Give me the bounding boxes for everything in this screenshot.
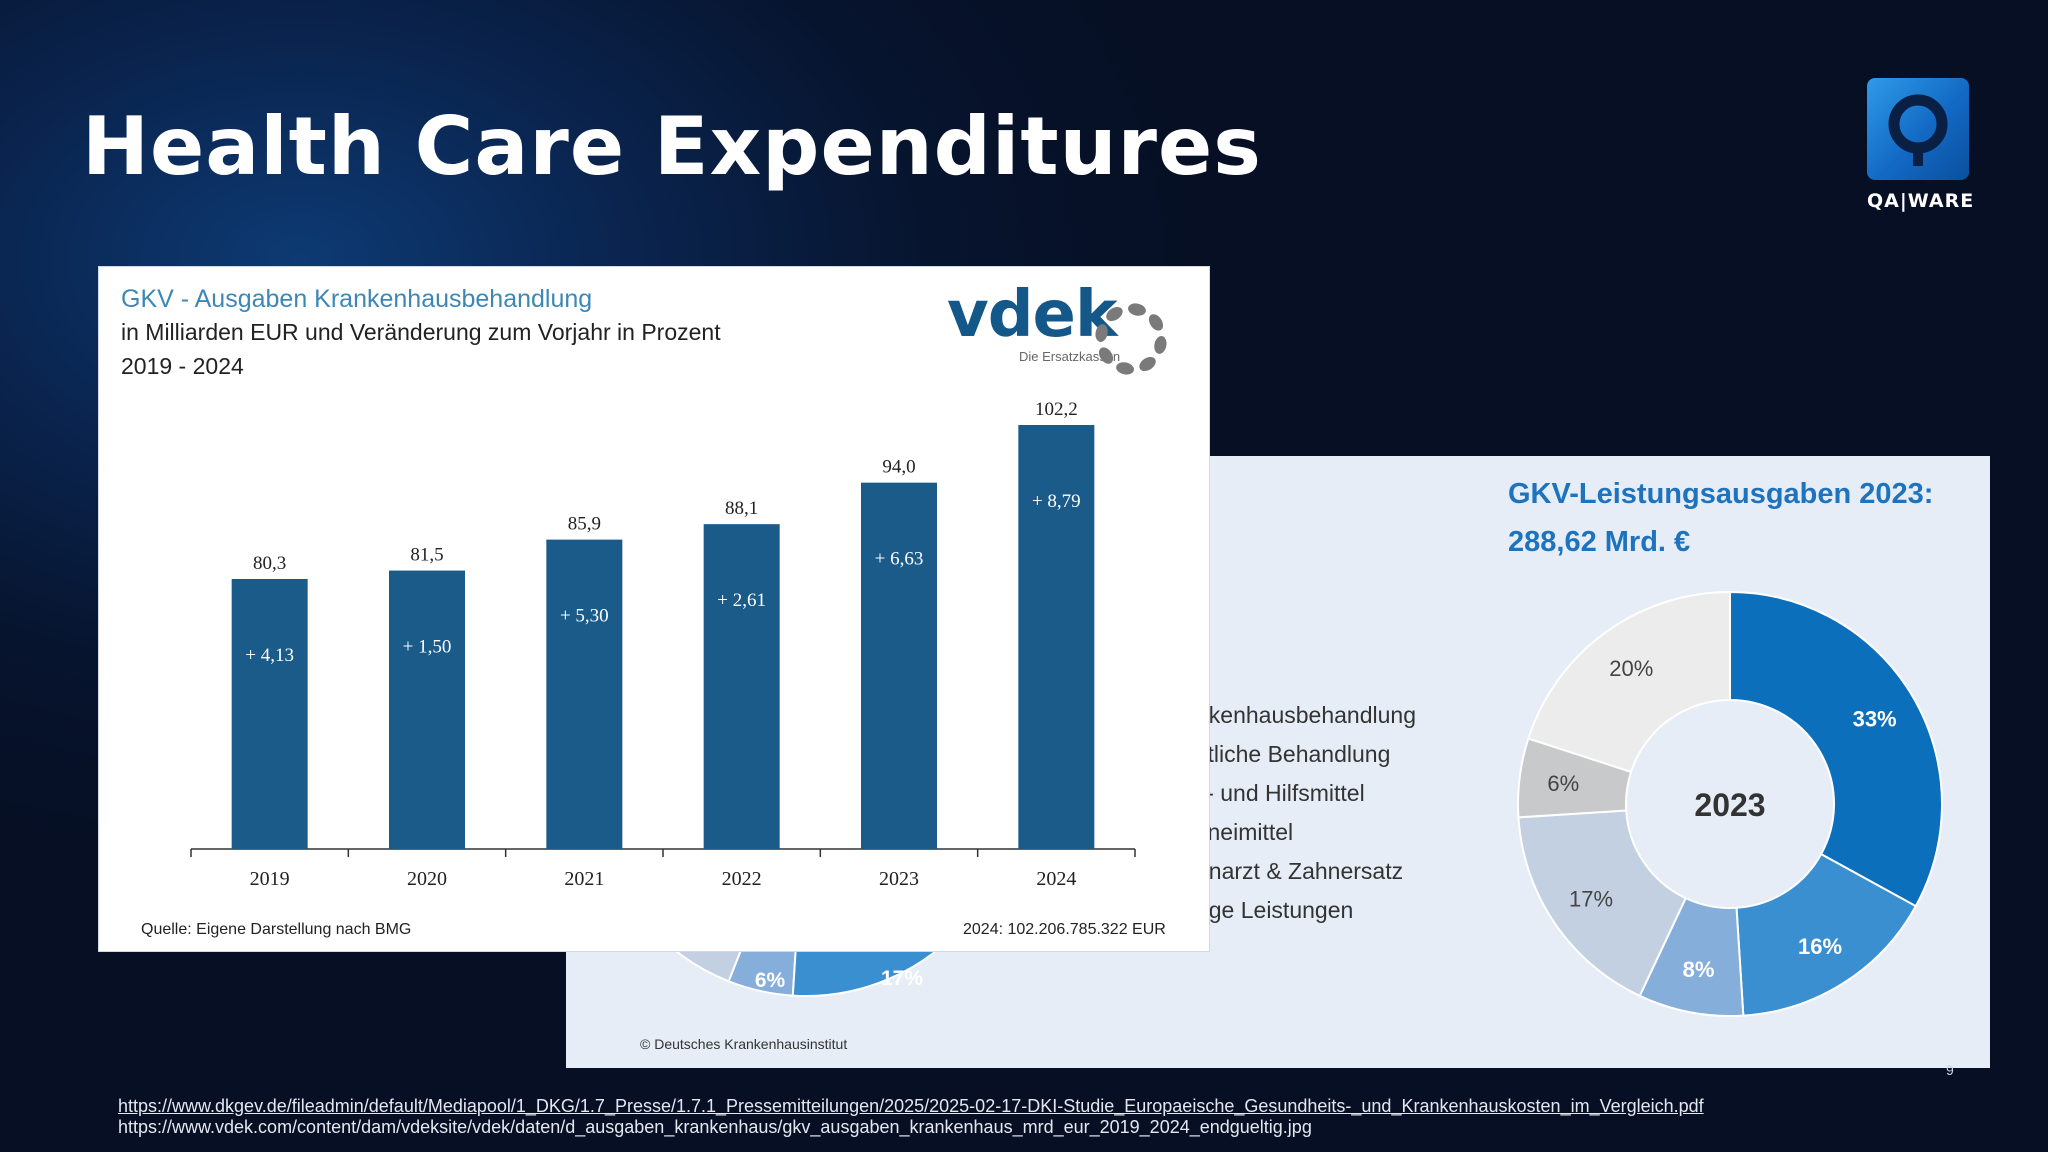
bar-change-label: + 2,61 xyxy=(717,590,766,611)
vdek-ring-segment xyxy=(1139,356,1156,372)
donut-slice xyxy=(1735,852,1918,1017)
legend-item: nkenhausbehandlung xyxy=(1196,702,1416,728)
bar-chart-image: 80,3 + 4,13 2019 81,5 + 1,50 2020 85,9 + 5,30 20… xyxy=(98,266,1210,952)
bar-change-label: + 4,13 xyxy=(245,645,294,666)
legend-item: ztliche Behandlung xyxy=(1196,741,1391,767)
partial-donut-label: 6% xyxy=(755,969,786,992)
legend-item: rige Leistungen xyxy=(1196,897,1354,923)
vdek-ring-segment xyxy=(1148,314,1164,331)
x-tick-label: 2021 xyxy=(564,868,604,890)
source-link-vdek[interactable]: https://www.vdek.com/content/dam/vdeksit… xyxy=(118,1117,1312,1137)
donut-slice xyxy=(1517,809,1688,998)
slide-title: Health Care Expenditures xyxy=(82,100,1262,193)
bar-value-label: 81,5 xyxy=(410,545,443,566)
bar-chart-source: Quelle: Eigene Darstellung nach BMG xyxy=(141,921,412,938)
vdek-ring-segment xyxy=(1116,362,1134,375)
bar-value-label: 80,3 xyxy=(253,553,286,574)
vdek-wordmark: vdek xyxy=(947,278,1117,352)
vdek-logo: vdek Die Ersatzkassen xyxy=(947,279,1197,375)
source-link-dkgev[interactable]: https://www.dkgev.de/fileadmin/default/M… xyxy=(118,1096,1704,1116)
donut-slice-label: 33% xyxy=(1853,706,1897,731)
vdek-ring-segment xyxy=(1098,347,1114,364)
bar xyxy=(861,482,937,849)
donut-slice-label: 8% xyxy=(1683,957,1715,982)
qaware-logo: QA|WARE xyxy=(1867,78,1975,212)
bar xyxy=(389,570,465,849)
x-tick-label: 2024 xyxy=(1036,868,1076,890)
x-tick-label: 2020 xyxy=(407,868,447,890)
x-tick-label: 2022 xyxy=(722,868,762,890)
donut-copyright: © Deutsches Krankenhausinstitut xyxy=(640,1036,848,1052)
bar-chart: 80,3 + 4,13 2019 81,5 + 1,50 2020 85,9 + 5,30 20… xyxy=(190,399,1136,890)
qaware-logo-text: QA|WARE xyxy=(1867,190,1975,212)
bar xyxy=(546,539,623,849)
donut-legend: nkenhausbehandlung ztliche Behandlung il… xyxy=(1196,696,1416,930)
donut-slice xyxy=(1729,590,1944,908)
vdek-ring-segment xyxy=(1128,303,1146,316)
qaware-logo-icon xyxy=(1867,78,1969,180)
page-number: 9 xyxy=(1946,1062,1954,1078)
vdek-ring-segment xyxy=(1095,324,1108,342)
legend-item: hnarzt & Zahnersatz xyxy=(1196,858,1404,884)
donut-title-line2: 288,62 Mrd. € xyxy=(1508,526,1691,558)
donut-slice-label: 16% xyxy=(1798,934,1842,959)
bar-value-label: 94,0 xyxy=(882,457,915,478)
legend-item: zneimittel xyxy=(1196,819,1294,845)
donut-slice xyxy=(1527,590,1731,774)
partial-donut-label: 17% xyxy=(881,967,923,990)
legend-item: il- und Hilfsmittel xyxy=(1196,780,1365,806)
vdek-ring-icon xyxy=(1095,303,1167,375)
donut-slice-label: 17% xyxy=(1569,886,1613,911)
bar-value-label: 88,1 xyxy=(725,498,758,519)
bar-chart-subtitle: in Milliarden EUR und Veränderung zum Vo… xyxy=(121,319,721,345)
bar-value-label: 85,9 xyxy=(568,514,601,535)
bar-change-label: + 6,63 xyxy=(875,549,924,570)
bar-chart-note: 2024: 102.206.785.322 EUR xyxy=(963,921,1166,938)
vdek-tagline: Die Ersatzkassen xyxy=(1019,349,1121,364)
bar xyxy=(1018,425,1095,849)
bar-change-label: + 5,30 xyxy=(560,606,609,627)
bar-chart-title: GKV - Ausgaben Krankenhausbehandlung xyxy=(121,285,593,313)
bar xyxy=(703,524,780,849)
bar-chart-period: 2019 - 2024 xyxy=(121,353,244,379)
bar-value-label: 102,2 xyxy=(1035,399,1078,420)
vdek-ring-segment xyxy=(1106,306,1123,322)
bar-change-label: + 8,79 xyxy=(1032,491,1081,512)
donut-slice-label: 6% xyxy=(1547,771,1579,796)
vdek-ring-segment xyxy=(1154,336,1167,354)
donut-slice-label: 20% xyxy=(1609,656,1653,681)
x-tick-label: 2023 xyxy=(879,868,919,890)
source-links: https://www.dkgev.de/fileadmin/default/M… xyxy=(118,1096,1998,1138)
bar-change-label: + 1,50 xyxy=(403,637,452,658)
x-tick-label: 2019 xyxy=(250,868,290,890)
donut-title-line1: GKV-Leistungsausgaben 2023: xyxy=(1508,478,1934,510)
donut-title: GKV-Leistungsausgaben 2023: 288,62 Mrd. … xyxy=(1508,470,1933,566)
bar xyxy=(231,579,308,849)
donut-center-label: 2023 xyxy=(1694,787,1765,823)
